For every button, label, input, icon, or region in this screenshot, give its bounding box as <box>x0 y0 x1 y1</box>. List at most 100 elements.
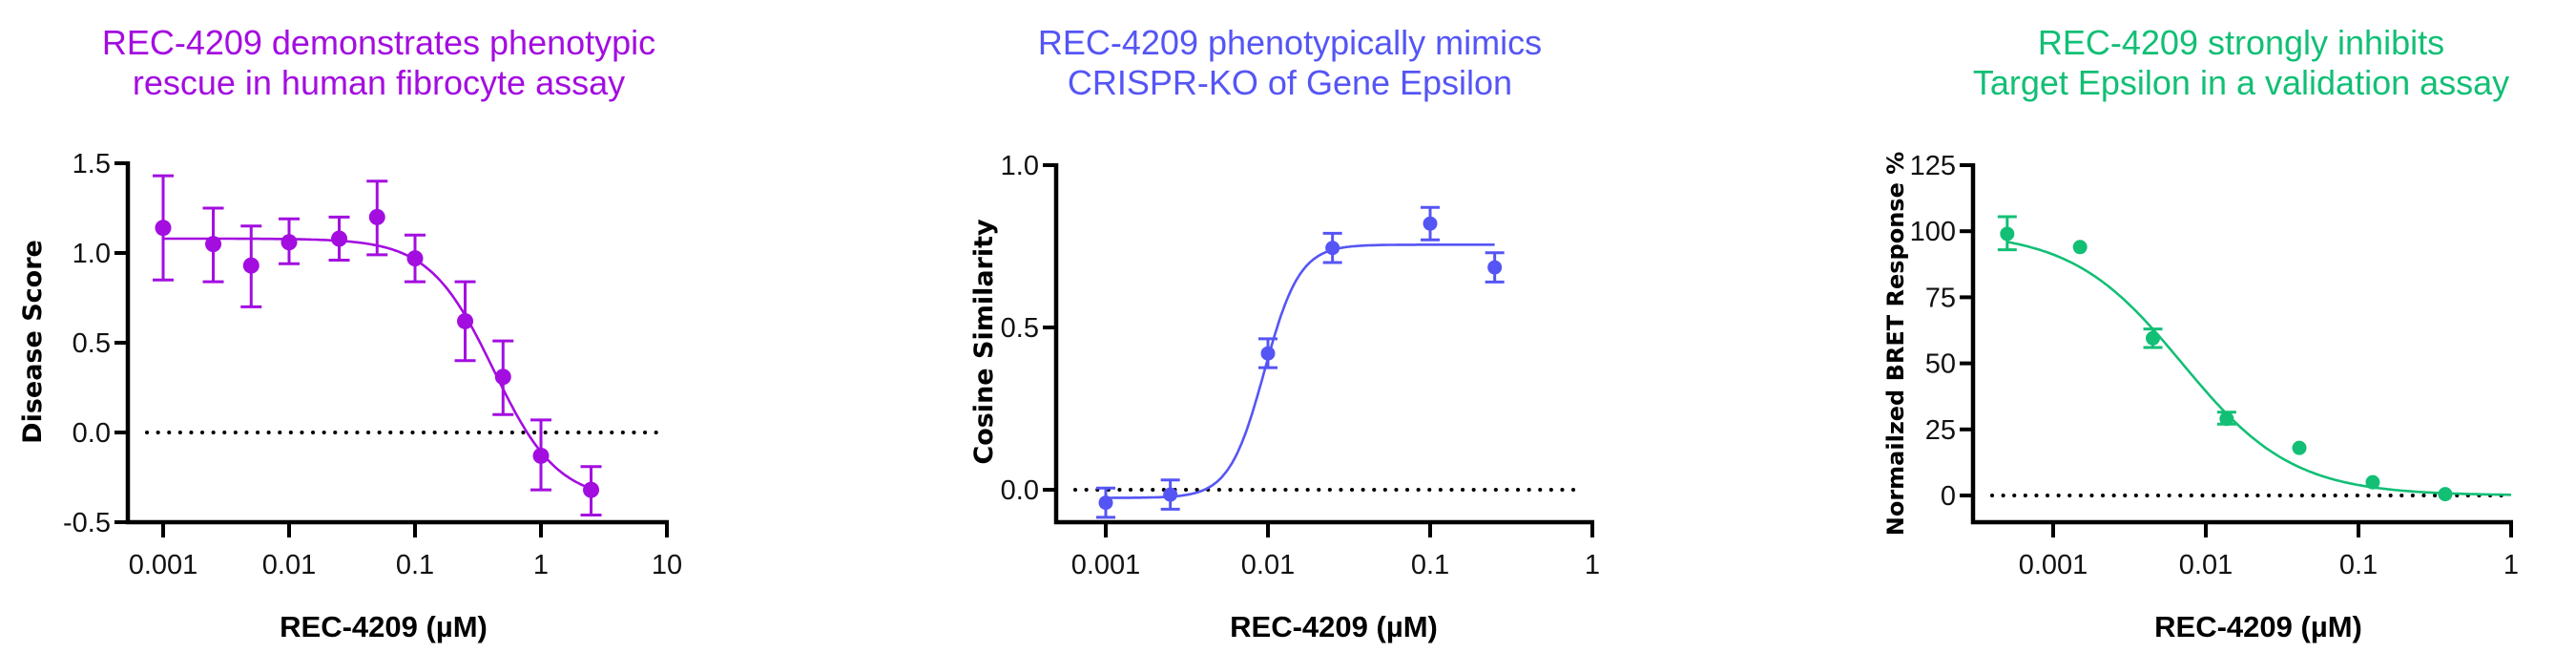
x-tick-label: 0.01 <box>2179 550 2233 580</box>
data-point <box>279 217 300 265</box>
data-marker <box>280 234 298 251</box>
data-marker <box>583 481 600 498</box>
data-point <box>2072 240 2088 255</box>
x-tick-label: 10 <box>652 550 682 580</box>
x-tick-label: 1 <box>2503 550 2519 580</box>
y-tick-label: 50 <box>1925 349 1956 380</box>
data-point <box>530 418 551 492</box>
panel-3-plot-area: 0 25 50 75 100 125 0.001 0.01 0.1 1 <box>1910 151 2519 580</box>
x-tick-label: 0.001 <box>2019 550 2088 580</box>
y-tick-label: -0.5 <box>63 508 111 538</box>
data-point <box>153 174 174 282</box>
data-marker <box>2438 487 2453 502</box>
data-marker <box>1487 260 1503 275</box>
panel-1-plot-area: -0.5 0.0 0.5 1.0 1.5 0.001 0.01 0.1 1 10 <box>63 149 682 580</box>
fit-curve <box>2006 241 2511 496</box>
data-point <box>492 339 514 416</box>
data-point <box>1258 337 1278 369</box>
x-tick-label: 1 <box>533 550 549 580</box>
data-point <box>454 280 476 363</box>
y-tick-label: 75 <box>1925 283 1956 313</box>
panel-1-title-line1: REC-4209 demonstrates phenotypic <box>101 23 656 62</box>
data-point <box>2438 487 2453 502</box>
data-marker <box>2072 240 2088 255</box>
data-marker <box>457 312 474 329</box>
data-marker <box>1325 241 1340 256</box>
panel-3-x-axis-label: REC-4209 (µM) <box>2154 610 2362 643</box>
data-point <box>240 224 262 308</box>
y-tick-label: 1.5 <box>73 149 111 179</box>
data-point <box>1322 231 1342 264</box>
data-point <box>2216 411 2236 427</box>
panel-3-y-axis-label: Normailzed BRET Response % <box>1882 152 1909 537</box>
y-tick-label: 100 <box>1910 217 1956 247</box>
panel-2-y-axis-label: Cosine Similarity <box>969 219 999 465</box>
y-tick-label: 0.5 <box>73 328 111 359</box>
data-point <box>328 215 350 263</box>
data-marker <box>2365 474 2380 490</box>
data-point <box>2143 327 2163 349</box>
data-marker <box>532 447 550 464</box>
data-marker <box>331 230 348 247</box>
data-marker <box>1423 216 1438 231</box>
data-marker <box>205 236 222 253</box>
data-marker <box>2000 226 2015 242</box>
data-marker <box>2146 330 2161 346</box>
data-point <box>2365 474 2380 490</box>
data-marker <box>406 250 424 267</box>
panel-1-y-axis-label: Disease Score <box>18 240 48 444</box>
y-tick-label: 25 <box>1925 415 1956 446</box>
y-tick-label: 0.0 <box>73 418 111 449</box>
data-point <box>366 179 388 257</box>
data-marker <box>155 220 172 237</box>
panel-2-cosine-similarity-chart: 0.0 0.5 1.0 0.001 0.01 0.1 1 Cosine Similarity… <box>969 151 1600 643</box>
x-tick-label: 1 <box>1585 550 1600 580</box>
x-tick-label: 0.1 <box>396 550 434 580</box>
data-point <box>2292 440 2307 455</box>
y-tick-label: 125 <box>1910 151 1956 181</box>
panel-3-title-line1: REC-4209 strongly inhibits <box>2037 23 2445 62</box>
data-point <box>202 206 224 284</box>
data-point <box>580 465 602 516</box>
panel-1-title-line2: rescue in human fibrocyte assay <box>132 63 626 102</box>
data-point <box>1421 205 1440 242</box>
panel-1-x-axis-label: REC-4209 (µM) <box>280 610 488 643</box>
x-tick-label: 0.001 <box>1071 550 1141 580</box>
data-marker <box>2219 411 2234 427</box>
panel-1-title: REC-4209 demonstrates phenotypic rescue … <box>16 23 741 103</box>
data-point <box>1485 251 1505 284</box>
data-marker <box>1260 346 1276 361</box>
y-tick-label: 1.0 <box>1001 151 1039 181</box>
panel-2-plot-area: 0.0 0.5 1.0 0.001 0.01 0.1 1 <box>1001 151 1600 580</box>
fit-curve <box>1106 242 1495 499</box>
data-point <box>405 233 426 284</box>
panel-2-x-axis-label: REC-4209 (µM) <box>1230 610 1438 643</box>
fit-curve <box>163 237 592 491</box>
panel-2-title-line2: CRISPR-KO of Gene Epsilon <box>1067 63 1513 102</box>
panel-3-bret-response-chart: 0 25 50 75 100 125 0.001 0.01 0.1 1 Normailzed BR… <box>1882 151 2519 643</box>
x-tick-label: 0.1 <box>1411 550 1449 580</box>
x-tick-label: 0.1 <box>2339 550 2378 580</box>
panel-3-title: REC-4209 strongly inhibits Target Epsilo… <box>1879 23 2576 103</box>
x-tick-label: 0.001 <box>129 550 198 580</box>
data-marker <box>1163 487 1178 502</box>
x-tick-label: 0.01 <box>1241 550 1295 580</box>
data-marker <box>368 208 385 225</box>
y-tick-label: 0.0 <box>1001 475 1039 506</box>
panel-2-title: REC-4209 phenotypically mimics CRISPR-KO… <box>927 23 1652 103</box>
y-tick-label: 0.5 <box>1001 313 1039 344</box>
data-marker <box>1098 495 1113 511</box>
panel-1-disease-score-chart: -0.5 0.0 0.5 1.0 1.5 0.001 0.01 0.1 1 10 Disease … <box>18 149 682 643</box>
y-tick-label: 0 <box>1941 481 1956 512</box>
panel-2-title-line1: REC-4209 phenotypically mimics <box>1037 23 1543 62</box>
data-point <box>1160 478 1180 511</box>
data-marker <box>494 369 511 386</box>
data-point <box>1096 486 1115 519</box>
x-tick-label: 0.01 <box>262 550 316 580</box>
panel-3-title-line2: Target Epsilon in a validation assay <box>1972 63 2510 102</box>
y-tick-label: 1.0 <box>73 239 111 269</box>
data-point <box>1997 215 2017 252</box>
data-marker <box>2292 440 2307 455</box>
